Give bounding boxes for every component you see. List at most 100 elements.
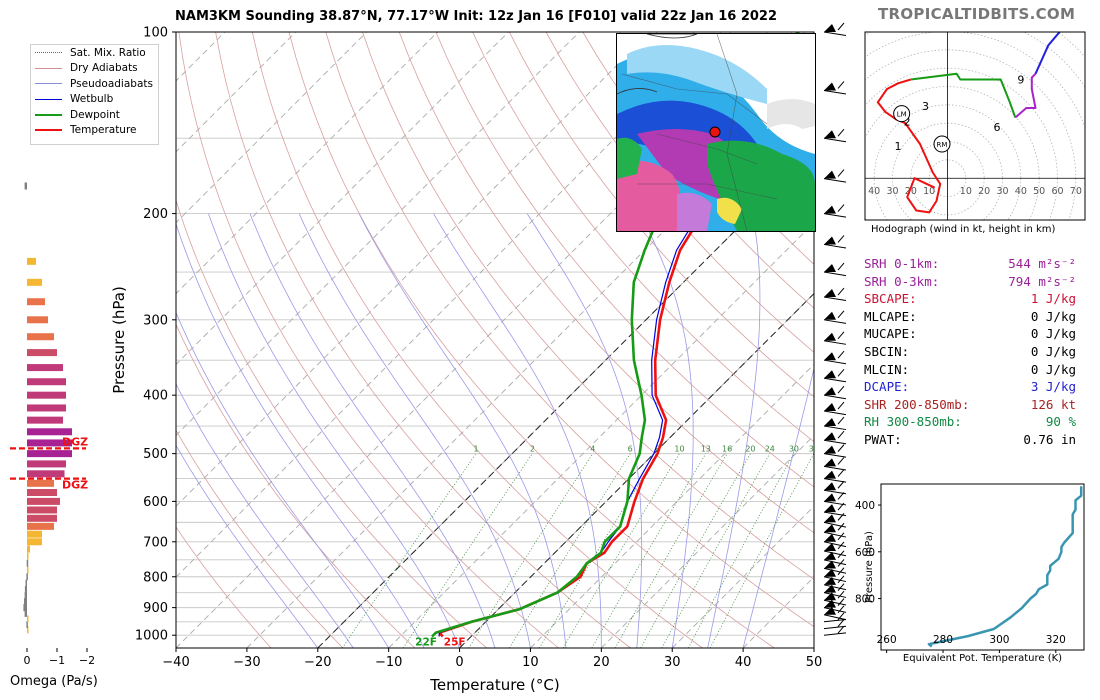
y-tick-label: 200	[143, 207, 168, 222]
omega-bar	[27, 428, 72, 436]
legend-swatch	[35, 83, 62, 85]
barb-feather	[837, 350, 845, 359]
mixing-ratio-label: 4	[590, 445, 595, 454]
barb-staff	[823, 592, 847, 598]
dry-adiabat	[472, 32, 814, 443]
wind-barb	[823, 416, 847, 431]
isotherm-line	[176, 32, 297, 153]
isotherm-line	[176, 32, 438, 295]
omega-bar	[24, 592, 27, 600]
parameter-value: 0.76 in	[1023, 431, 1076, 447]
dry-adiabat	[178, 32, 559, 648]
wind-barb	[823, 262, 847, 277]
wind-barb	[823, 368, 847, 383]
isotherm-highlight	[459, 292, 814, 648]
omega-bar	[27, 538, 42, 546]
barb-flag	[824, 236, 836, 245]
barb-flag	[824, 599, 836, 608]
omega-bar	[27, 257, 36, 265]
barb-flag	[824, 170, 836, 179]
omega-bar	[27, 404, 66, 412]
surface-dewpoint-label: 22F	[415, 637, 437, 649]
wind-barb	[823, 480, 847, 495]
legend-item: Dewpoint	[31, 107, 158, 123]
legend-swatch	[35, 129, 62, 132]
omega-bar	[27, 364, 63, 372]
wind-barb	[823, 350, 847, 365]
barb-feather	[837, 128, 845, 137]
hodo-segment	[1034, 32, 1061, 75]
hodo-tick-label: 40	[868, 186, 880, 197]
omega-bar	[27, 489, 57, 497]
barb-feather	[837, 310, 845, 319]
hodo-tick-label: 10	[923, 186, 935, 197]
parameter-value: 1 J/kg	[1030, 291, 1076, 307]
parameter-row: PWAT: 0.76 in	[864, 431, 1076, 449]
mixing-ratio-label: 2	[530, 445, 535, 454]
mixing-ratio-label: 16	[722, 445, 732, 454]
wind-barb	[823, 22, 847, 37]
wind-barb	[823, 235, 847, 249]
hodo-tick-label: 70	[1070, 186, 1082, 197]
parameter-row: RH 300-850mb: 90 %	[864, 413, 1076, 431]
storm-motion-marker	[893, 105, 911, 123]
omega-bar	[26, 559, 29, 567]
barb-staff	[823, 296, 847, 302]
barb-feather	[837, 513, 845, 521]
barb-staff	[823, 394, 847, 400]
barb-feather	[837, 575, 845, 584]
barb-staff	[823, 541, 847, 548]
barb-flag	[824, 311, 836, 320]
x-tick-label: −20	[304, 655, 331, 670]
dry-adiabat	[398, 32, 814, 534]
dgz-label: DGZ	[62, 435, 88, 448]
wind-barb	[823, 532, 847, 548]
mixing-ratio-line	[341, 453, 477, 648]
pseudoadiabat	[433, 213, 602, 648]
wind-barb	[823, 612, 847, 623]
theta-e-y-tick-label: 600	[855, 547, 875, 559]
omega-bar	[27, 497, 60, 505]
barb-staff	[823, 550, 847, 557]
omega-bar	[27, 522, 54, 530]
omega-bar	[27, 298, 45, 306]
wind-barb	[823, 169, 847, 183]
wind-barb	[823, 81, 847, 95]
parameter-key: DCAPE:	[864, 379, 910, 395]
legend-item: Temperature	[31, 123, 158, 139]
pseudoadiabat	[358, 213, 567, 648]
hodo-height-label: 3	[922, 100, 929, 113]
barb-feather	[837, 385, 845, 394]
isotherm-line	[530, 363, 814, 648]
mixing-ratio-line	[687, 453, 795, 648]
barb-staff	[823, 453, 847, 458]
mixing-ratio-label: 13	[701, 445, 711, 454]
parameter-row: MLCIN: 0 J/kg	[864, 361, 1076, 379]
wind-barb	[823, 310, 847, 324]
theta-e-x-label: Equivalent Pot. Temperature (K)	[903, 653, 1062, 664]
wind-barb	[823, 605, 847, 621]
wind-barb	[823, 598, 847, 613]
barb-staff	[823, 243, 847, 249]
y-tick-label: 500	[143, 447, 168, 462]
y-tick-label: 400	[143, 389, 168, 404]
parameter-row: DCAPE: 3 J/kg	[864, 378, 1076, 396]
wind-barb	[823, 444, 847, 458]
mixing-ratio-line	[661, 453, 771, 648]
omega-bar	[27, 545, 30, 553]
omega-bar	[27, 626, 29, 634]
pseudoadiabat	[208, 213, 460, 648]
mixing-ratio-label: 6	[628, 445, 633, 454]
parameter-key: SBCAPE:	[864, 291, 917, 307]
parameter-row: SHR 200-850mb: 126 kt	[864, 396, 1076, 414]
parameter-value: 126 kt	[1030, 396, 1076, 412]
dry-adiabat	[251, 32, 703, 648]
barb-flag	[824, 289, 836, 298]
barb-flag	[824, 352, 836, 361]
pseudoadiabat	[249, 213, 496, 648]
plot-frame	[175, 31, 815, 649]
barb-flag	[824, 458, 836, 467]
barb-staff	[823, 625, 847, 630]
dry-adiabat	[176, 199, 487, 648]
